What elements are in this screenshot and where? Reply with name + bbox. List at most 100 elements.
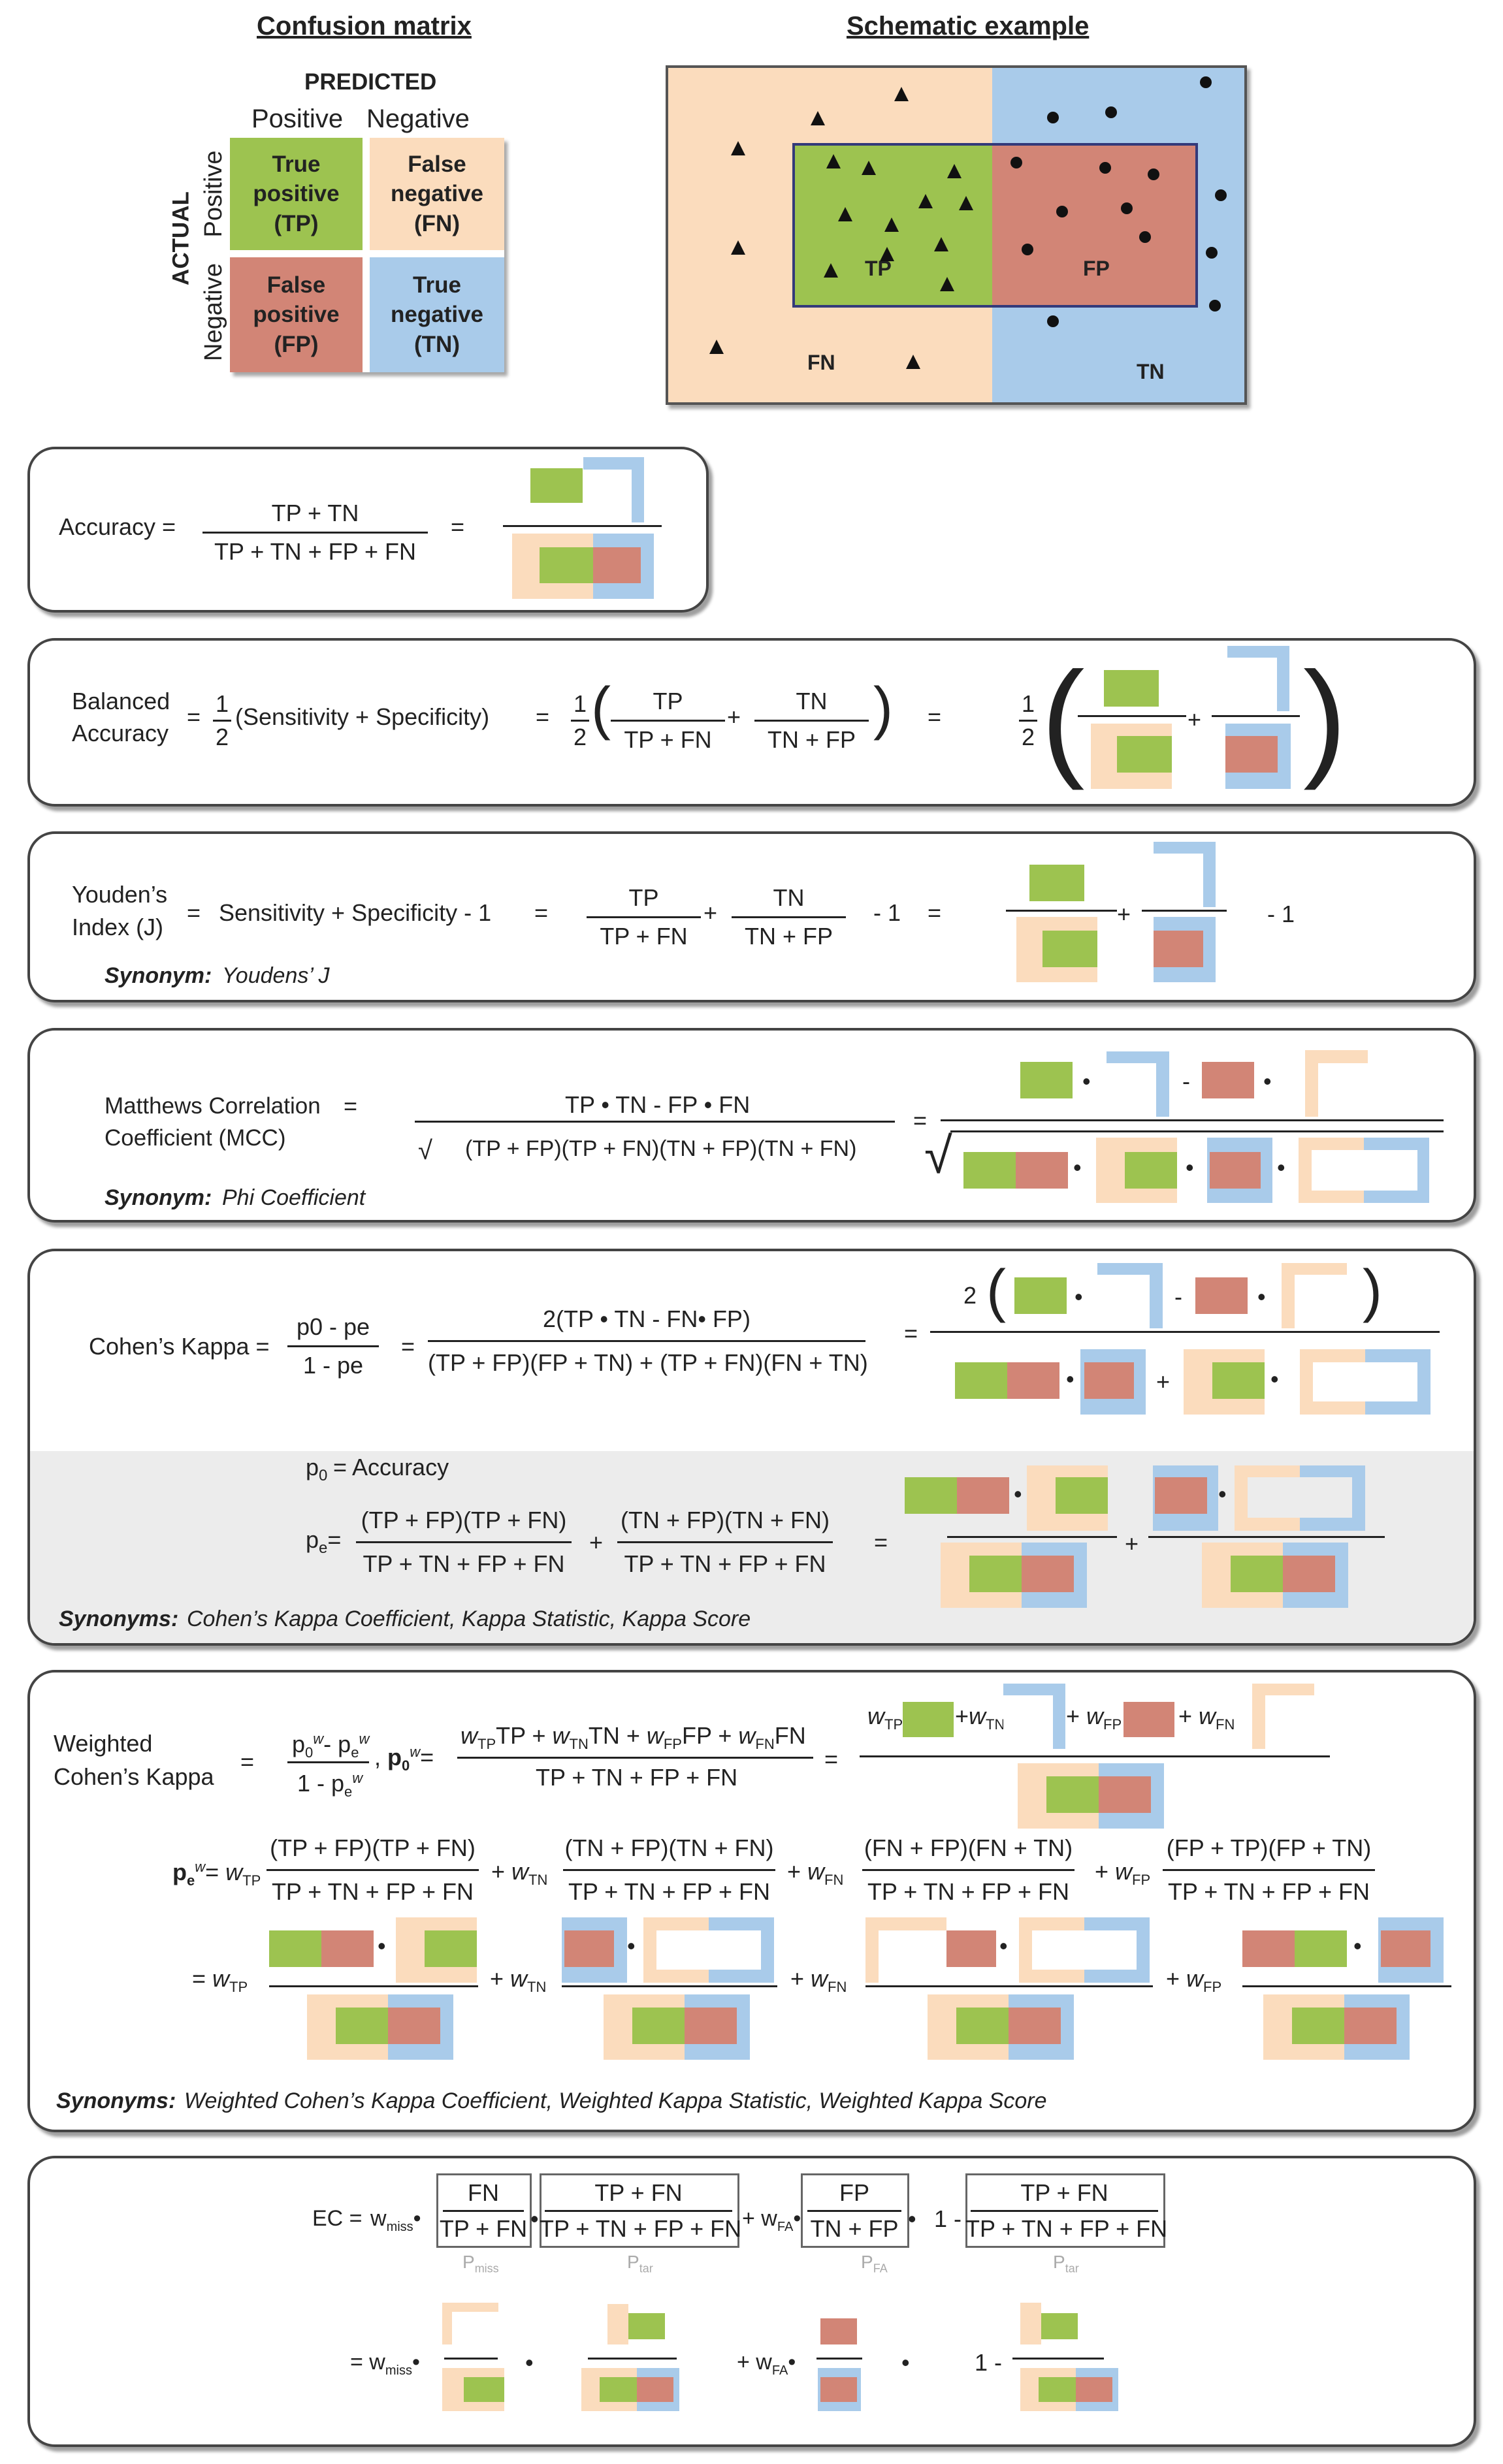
mcc-numerator: TP • TN - FP • FN bbox=[565, 1091, 751, 1118]
wkappa-p0-denominator: TP + TN + FP + FN bbox=[536, 1764, 738, 1791]
tp-swatch bbox=[1042, 931, 1097, 967]
ec-p-tar-box-2 bbox=[965, 2173, 1165, 2248]
schematic-tp-label: TP bbox=[865, 257, 892, 280]
tp-swatch bbox=[1212, 1362, 1265, 1399]
negative-dot bbox=[1200, 76, 1212, 88]
positive-triangle bbox=[709, 340, 724, 354]
ec-p-fa-box bbox=[801, 2173, 909, 2248]
negative-dot bbox=[1047, 315, 1059, 327]
predicted-label: PREDICTED bbox=[304, 69, 437, 95]
positive-triangle bbox=[934, 237, 948, 251]
kappa-p0-accuracy: = Accuracy bbox=[333, 1454, 449, 1480]
kappa-synonyms-label: Synonyms: bbox=[59, 1607, 179, 1631]
tp-swatch bbox=[1046, 1776, 1099, 1813]
fp-swatch bbox=[1016, 1152, 1068, 1189]
positive-triangle bbox=[880, 247, 894, 261]
negative-dot bbox=[1105, 106, 1117, 118]
kappa-denominator: (TP + FP)(FP + TN) + (TP + FN)(FN + TN) bbox=[428, 1349, 868, 1376]
fn-swatch bbox=[607, 2304, 628, 2344]
tp-swatch bbox=[1020, 1062, 1073, 1098]
positive-triangle bbox=[824, 263, 838, 278]
tp-swatch bbox=[955, 1362, 1007, 1399]
ec-p-tar-box bbox=[540, 2173, 739, 2248]
kappa-synonyms: Cohen’s Kappa Coefficient, Kappa Statist… bbox=[187, 1607, 751, 1631]
schematic-title: Schematic example bbox=[847, 12, 1090, 40]
positive-triangle bbox=[959, 196, 973, 210]
predicted-positive-label: Positive bbox=[251, 104, 344, 133]
negative-dot bbox=[1022, 244, 1033, 255]
negative-dot bbox=[1209, 300, 1221, 312]
tp-swatch bbox=[1056, 1477, 1108, 1514]
mcc-denominator: (TP + FP)(TP + FN)(TN + FP)(TN + FN) bbox=[465, 1136, 857, 1161]
tp-swatch bbox=[1117, 736, 1172, 773]
accuracy-numerator: TP + TN bbox=[271, 500, 359, 526]
youden-label-1: Youden’s bbox=[72, 881, 168, 908]
fp-swatch bbox=[1084, 1362, 1134, 1399]
negative-dot bbox=[1010, 157, 1022, 168]
youden-label-2: Index (J) bbox=[72, 914, 164, 940]
wkappa-synonyms: Weighted Cohen’s Kappa Coefficient, Weig… bbox=[184, 2088, 1047, 2113]
fp-swatch bbox=[1007, 1362, 1059, 1399]
tp-swatch bbox=[628, 2313, 665, 2339]
youden-expression: Sensitivity + Specificity - 1 bbox=[219, 899, 492, 926]
fp-swatch bbox=[564, 1930, 614, 1967]
tp-swatch bbox=[903, 1702, 954, 1737]
tp-swatch bbox=[905, 1477, 957, 1514]
wkappa-label-1: Weighted bbox=[54, 1730, 153, 1757]
negative-dot bbox=[1121, 202, 1133, 214]
positive-triangle bbox=[906, 355, 920, 369]
mcc-synonym: Phi Coefficient bbox=[222, 1185, 366, 1210]
positive-triangle bbox=[894, 87, 909, 101]
positive-triangle bbox=[862, 161, 876, 175]
fp-swatch bbox=[388, 2008, 440, 2044]
fp-swatch bbox=[1099, 1776, 1151, 1813]
tp-swatch bbox=[1029, 865, 1084, 901]
kappa-label: Cohen’s Kappa = bbox=[89, 1333, 270, 1360]
fp-swatch bbox=[1123, 1702, 1174, 1737]
tp-swatch bbox=[269, 1930, 321, 1967]
fp-swatch bbox=[1195, 1277, 1248, 1314]
tp-swatch bbox=[1231, 1556, 1283, 1592]
ec-p-miss-box bbox=[436, 2173, 532, 2248]
tp-swatch bbox=[963, 1152, 1016, 1189]
negative-dot bbox=[1215, 189, 1227, 201]
tp-swatch bbox=[1292, 2008, 1344, 2044]
schematic-tn-label: TN bbox=[1137, 360, 1165, 383]
fn-swatch bbox=[1020, 2303, 1041, 2344]
cell-false-positive: False positive (FP) bbox=[230, 257, 363, 372]
tp-swatch bbox=[336, 2008, 388, 2044]
fp-swatch bbox=[637, 2377, 673, 2402]
fp-swatch bbox=[946, 1930, 996, 1967]
positive-triangle bbox=[811, 111, 825, 125]
tp-swatch bbox=[1125, 1152, 1177, 1189]
kappa-numerator: 2(TP • TN - FN• FP) bbox=[543, 1305, 751, 1332]
schematic-fn-label: FN bbox=[807, 351, 835, 374]
negative-dot bbox=[1047, 112, 1059, 123]
tp-swatch bbox=[956, 2008, 1009, 2044]
fp-swatch bbox=[1225, 736, 1278, 773]
tp-swatch bbox=[540, 547, 593, 583]
tp-swatch bbox=[464, 2377, 504, 2402]
fp-swatch bbox=[1009, 2008, 1061, 2044]
confusion-matrix-title: Confusion matrix bbox=[257, 12, 472, 40]
positive-triangle bbox=[940, 277, 954, 291]
tp-swatch bbox=[1014, 1277, 1067, 1314]
positive-triangle bbox=[731, 141, 745, 155]
actual-negative-label: Negative bbox=[200, 263, 227, 361]
positive-triangle bbox=[826, 154, 841, 168]
wkappa-label-2: Cohen’s Kappa bbox=[54, 1763, 214, 1790]
fp-swatch bbox=[957, 1477, 1009, 1514]
cell-true-negative: True negative (TN) bbox=[370, 257, 504, 372]
fp-swatch bbox=[1242, 1930, 1295, 1967]
fp-swatch bbox=[1344, 2008, 1397, 2044]
negative-dot bbox=[1148, 168, 1159, 180]
mcc-label-2: Coefficient (MCC) bbox=[105, 1125, 286, 1151]
actual-positive-label: Positive bbox=[200, 150, 227, 238]
fp-swatch bbox=[1022, 1556, 1074, 1592]
balanced-sens-spec: (Sensitivity + Specificity) bbox=[235, 703, 490, 730]
fp-swatch bbox=[593, 547, 641, 583]
positive-triangle bbox=[838, 207, 852, 221]
fp-swatch bbox=[1154, 931, 1203, 967]
youden-synonym-label: Synonym: bbox=[105, 963, 212, 988]
